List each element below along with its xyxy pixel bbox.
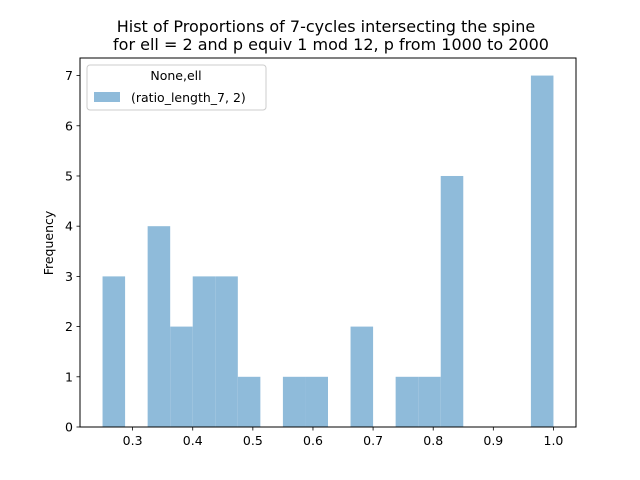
y-axis-label: Frequency (41, 210, 56, 275)
x-tick-label: 0.9 (483, 433, 503, 448)
x-tick-label: 0.5 (243, 433, 263, 448)
y-tick-label: 0 (65, 420, 73, 435)
x-tick-label: 1.0 (544, 433, 564, 448)
histogram-bar (238, 377, 261, 427)
histogram-bar (193, 276, 216, 427)
y-axis: 0 1 2 3 4 5 6 7 (65, 68, 80, 434)
histogram-bar (396, 377, 419, 427)
histogram-bar (418, 377, 441, 427)
x-tick-label: 0.7 (363, 433, 383, 448)
histogram-bar (170, 327, 193, 427)
x-tick-label: 0.3 (123, 433, 143, 448)
chart-title-line1: Hist of Proportions of 7-cycles intersec… (117, 17, 536, 36)
y-tick-label: 2 (65, 319, 73, 334)
histogram-bar (215, 276, 238, 427)
chart-title-line2: for ell = 2 and p equiv 1 mod 12, p from… (113, 35, 549, 54)
x-axis: 0.3 0.4 0.5 0.6 0.7 0.8 0.9 1.0 (123, 427, 564, 448)
x-tick-label: 0.8 (423, 433, 443, 448)
x-tick-label: 0.6 (303, 433, 323, 448)
y-tick-label: 3 (65, 269, 73, 284)
y-tick-label: 6 (65, 118, 73, 133)
legend-entry-label: (ratio_length_7, 2) (131, 90, 246, 105)
histogram-bar (148, 226, 171, 427)
x-tick-label: 0.4 (183, 433, 203, 448)
y-tick-label: 1 (65, 369, 73, 384)
legend: None,ell (ratio_length_7, 2) (87, 65, 266, 110)
histogram-bar (305, 377, 328, 427)
legend-swatch (94, 92, 120, 102)
y-tick-label: 4 (65, 219, 73, 234)
bars-group (103, 76, 554, 427)
y-tick-label: 5 (65, 168, 73, 183)
legend-title: None,ell (150, 68, 201, 83)
histogram-bar (351, 327, 374, 427)
y-tick-label: 7 (65, 68, 73, 83)
histogram-bar (283, 377, 306, 427)
histogram-bar (441, 176, 464, 427)
histogram-bar (103, 276, 126, 427)
histogram-bar (531, 76, 554, 427)
